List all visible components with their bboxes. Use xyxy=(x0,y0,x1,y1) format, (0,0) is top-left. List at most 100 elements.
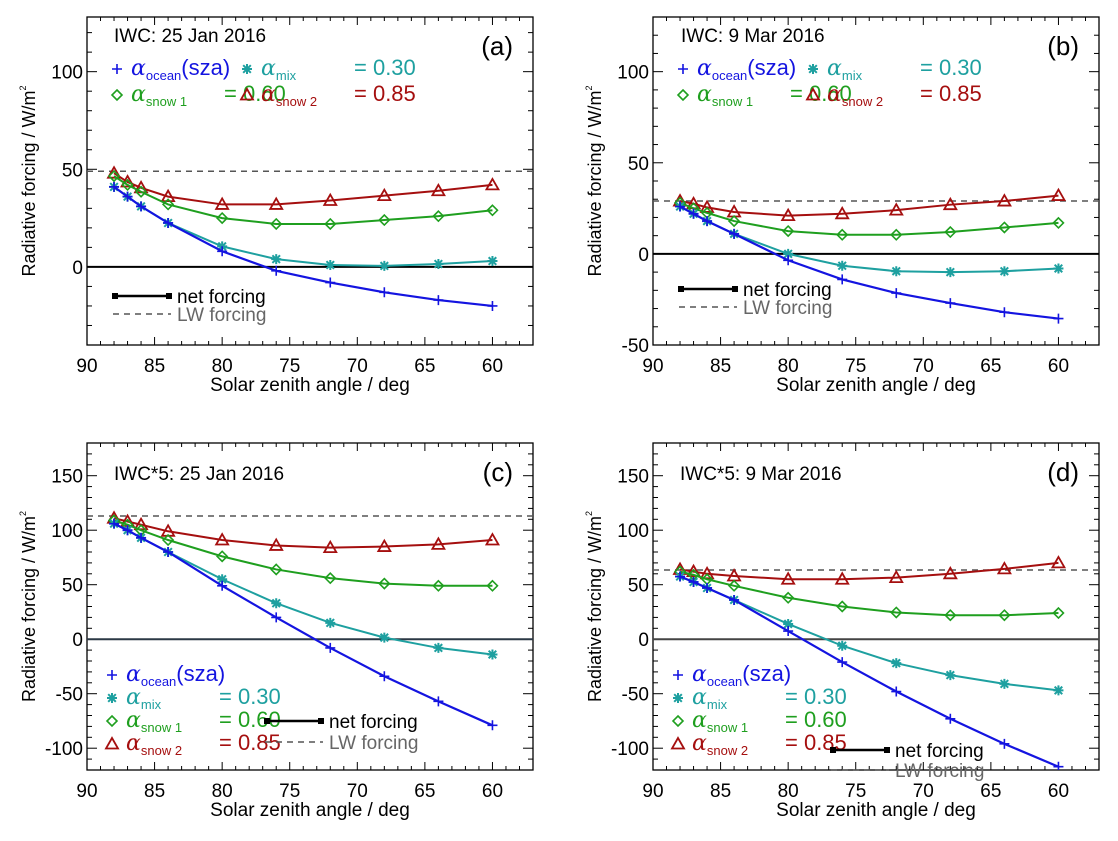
asterisk-marker xyxy=(107,693,117,703)
marker-snow2 xyxy=(430,536,446,550)
triangle-marker xyxy=(670,736,686,750)
triangle-marker xyxy=(780,571,796,585)
legend-label: αmix xyxy=(692,685,728,712)
marker-mix xyxy=(1053,263,1064,274)
panel-title: IWC: 25 Jan 2016 xyxy=(114,26,266,47)
plus-marker xyxy=(675,571,686,582)
x-tick-label: 80 xyxy=(778,356,799,377)
marker-snow1 xyxy=(161,533,175,547)
legend-value: = 0.85 xyxy=(354,81,416,106)
marker-snow1 xyxy=(432,210,445,223)
legend-label: αsnow 2 xyxy=(827,82,883,109)
plus-marker xyxy=(325,277,336,288)
y-tick-label: 100 xyxy=(617,63,649,84)
marker-snow2 xyxy=(214,532,230,546)
plus-marker xyxy=(433,696,444,707)
marker-snow2 xyxy=(268,537,284,551)
marker-snow1 xyxy=(676,88,690,102)
series-group xyxy=(672,187,1067,324)
marker-mix xyxy=(271,598,282,609)
legend-value: = 0.30 xyxy=(354,55,416,80)
plus-marker xyxy=(163,547,174,557)
diamond-marker xyxy=(836,228,849,241)
marker-mix xyxy=(945,670,956,681)
net-forcing-label: net forcing xyxy=(743,280,832,301)
y-tick-label: -100 xyxy=(45,739,83,760)
marker-ocean xyxy=(945,713,956,724)
marker-snow1 xyxy=(270,217,283,231)
y-tick-label: 150 xyxy=(51,467,83,488)
x-tick-label: 90 xyxy=(642,356,663,377)
marker-snow1 xyxy=(890,228,903,241)
plus-marker xyxy=(675,201,686,212)
x-axis: 90 85 80 75 70 65 60 Solar zenith angle / deg xyxy=(76,17,534,396)
panel-label: (d) xyxy=(1047,457,1079,487)
legend-item-lw-forcing: LW forcing xyxy=(679,298,832,319)
legend-item-snow2: αsnow 2 = 0.85 xyxy=(104,730,281,758)
marker-snow2 xyxy=(996,561,1012,575)
marker-mix xyxy=(999,678,1010,689)
marker-snow1 xyxy=(998,221,1011,234)
y-tick-label: 0 xyxy=(638,245,649,266)
marker-ocean xyxy=(271,265,282,276)
y-tick-label: 150 xyxy=(617,467,649,488)
marker-ocean xyxy=(729,228,740,239)
x-tick-label: 80 xyxy=(212,356,233,377)
legend: αocean(sza) αmix = 0.30 αsnow 1 = 0.60αsnow … xyxy=(676,55,982,319)
series-line-ocean xyxy=(113,185,493,308)
marker-snow1 xyxy=(671,714,685,728)
marker-ocean xyxy=(1053,313,1064,324)
diamond-marker xyxy=(998,609,1011,622)
diamond-marker xyxy=(110,88,124,102)
y-tick-label: 0 xyxy=(72,258,83,279)
asterisk-marker xyxy=(999,266,1010,277)
panel-label: (a) xyxy=(481,31,513,61)
marker-ocean xyxy=(325,642,336,653)
plus-marker xyxy=(702,582,713,593)
x-tick-label: 70 xyxy=(347,781,368,802)
marker-mix xyxy=(673,693,683,703)
series-line-snow2 xyxy=(679,561,1059,581)
marker-ocean xyxy=(1053,761,1064,770)
legend-label: αsnow 2 xyxy=(126,731,182,758)
x-tick-label: 85 xyxy=(144,781,165,802)
plus-marker xyxy=(122,191,133,202)
plus-marker xyxy=(487,720,498,731)
net-forcing-cap xyxy=(264,718,270,724)
diamond-marker xyxy=(107,169,121,183)
x-tick-label: 70 xyxy=(913,781,934,802)
asterisk-marker xyxy=(433,642,444,653)
marker-ocean xyxy=(122,191,133,202)
marker-snow2 xyxy=(239,87,255,101)
diamond-marker xyxy=(105,714,119,728)
plus-marker xyxy=(783,255,794,266)
diamond-marker xyxy=(121,178,134,192)
triangle-marker xyxy=(888,569,904,584)
marker-snow1 xyxy=(270,563,283,576)
panel-a: 90 85 80 75 70 65 60 Solar zenith angle / deg 0 5… xyxy=(18,16,534,396)
triangle-marker xyxy=(484,532,501,546)
legend-label: αocean(sza) xyxy=(697,55,796,83)
x-tick-label: 60 xyxy=(1048,356,1069,377)
marker-ocean xyxy=(325,277,336,288)
diamond-marker xyxy=(890,606,903,619)
marker-mix xyxy=(379,260,390,271)
legend-label: αmix xyxy=(827,56,863,83)
plus-marker xyxy=(136,201,147,212)
plus-marker xyxy=(729,228,740,239)
marker-mix xyxy=(783,248,794,259)
legend-item-net-forcing: net forcing xyxy=(830,741,984,762)
marker-snow2 xyxy=(780,207,796,222)
plus-marker xyxy=(729,594,740,605)
marker-snow2 xyxy=(670,736,686,750)
series-line-ocean xyxy=(679,205,1059,320)
marker-snow2 xyxy=(484,177,501,191)
marker-ocean xyxy=(729,594,740,605)
panel-b: 90 85 80 75 70 65 60 Solar zenith angle / deg -5… xyxy=(584,16,1100,396)
x-tick-label: 75 xyxy=(279,356,300,377)
marker-snow1 xyxy=(998,609,1011,622)
legend-item-mix: αmix = 0.30 xyxy=(242,55,416,83)
marker-ocean xyxy=(379,671,390,682)
marker-snow2 xyxy=(780,571,796,585)
triangle-marker xyxy=(430,536,446,550)
